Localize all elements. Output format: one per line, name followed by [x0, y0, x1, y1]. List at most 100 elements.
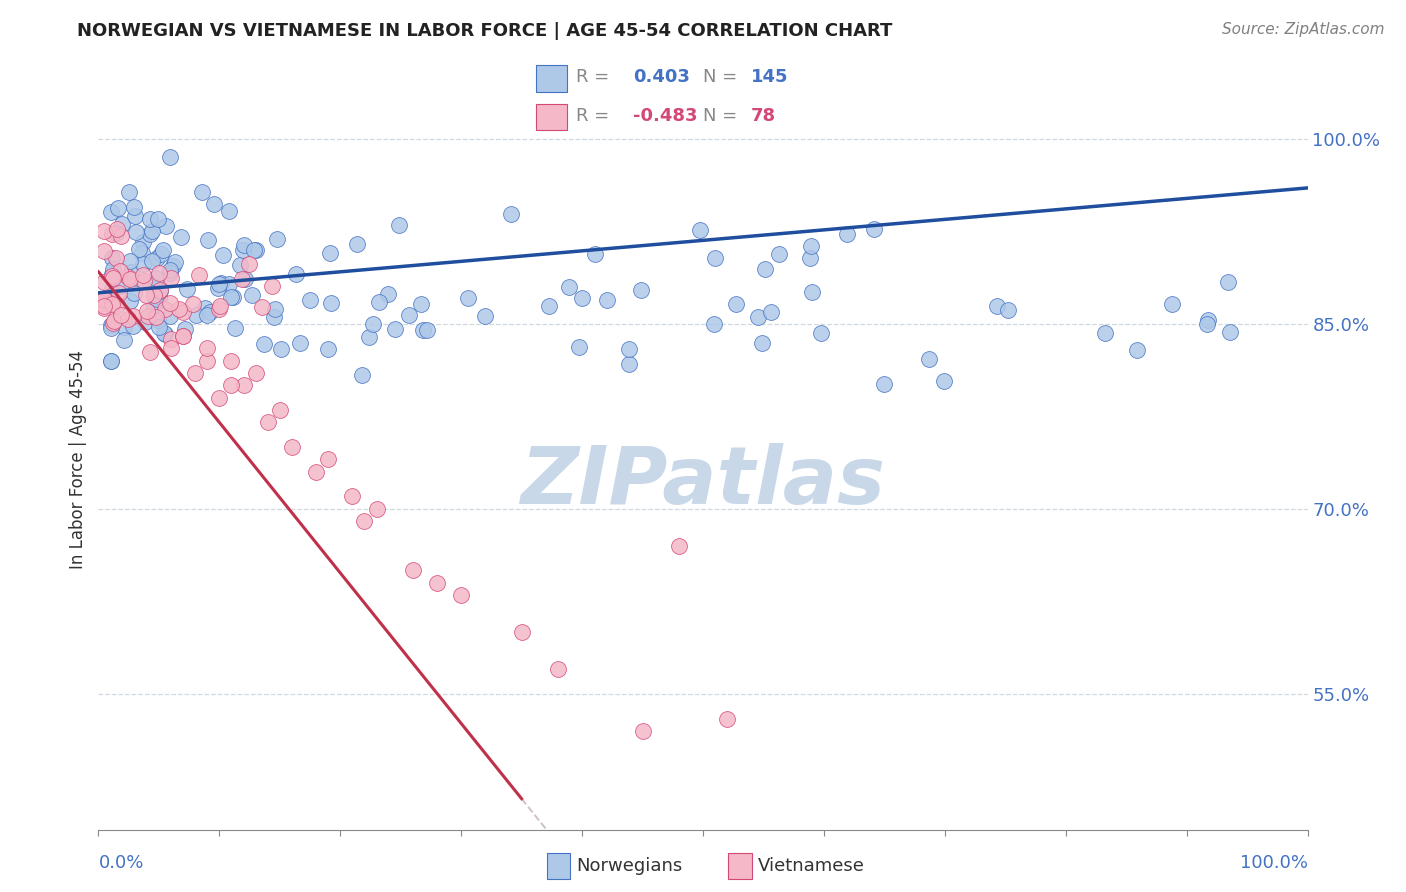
Point	[148, 266, 170, 280]
Point	[159, 263, 181, 277]
Point	[997, 303, 1019, 318]
Point	[253, 337, 276, 351]
Point	[1197, 313, 1219, 327]
Point	[155, 327, 177, 342]
Point	[198, 305, 221, 319]
Point	[231, 272, 253, 286]
Point	[716, 712, 738, 726]
Point	[346, 237, 368, 252]
Point	[747, 310, 769, 325]
Point	[118, 185, 141, 199]
Point	[132, 268, 155, 283]
Text: 78: 78	[751, 107, 776, 125]
Point	[353, 514, 375, 528]
Point	[270, 342, 292, 356]
Point	[101, 297, 124, 311]
Point	[129, 275, 152, 289]
Point	[172, 305, 194, 319]
Text: 0.403: 0.403	[633, 69, 690, 87]
Point	[384, 321, 406, 335]
Point	[100, 321, 122, 335]
Point	[197, 233, 219, 247]
Point	[368, 294, 391, 309]
Point	[932, 374, 955, 388]
Point	[207, 281, 229, 295]
Point	[139, 345, 162, 359]
Point	[181, 297, 204, 311]
Point	[100, 205, 122, 219]
Point	[412, 323, 434, 337]
Text: 145: 145	[751, 69, 789, 87]
Point	[256, 416, 278, 430]
Text: ZIPatlas: ZIPatlas	[520, 442, 886, 521]
Point	[703, 317, 725, 331]
Point	[316, 452, 339, 467]
Point	[799, 251, 821, 265]
Point	[146, 313, 169, 327]
Point	[1218, 276, 1240, 290]
Text: Vietnamese: Vietnamese	[758, 857, 865, 875]
Point	[617, 342, 640, 356]
Point	[703, 251, 725, 265]
Point	[262, 279, 284, 293]
Point	[810, 326, 832, 341]
Point	[631, 723, 654, 738]
Point	[118, 253, 141, 268]
Point	[366, 501, 388, 516]
Point	[221, 290, 243, 304]
Point	[411, 297, 433, 311]
Point	[218, 203, 240, 218]
Point	[142, 288, 165, 302]
Point	[141, 224, 163, 238]
Point	[104, 251, 127, 265]
Point	[474, 309, 496, 323]
Point	[93, 301, 115, 315]
Point	[872, 376, 894, 391]
Point	[101, 261, 124, 276]
Point	[139, 227, 162, 242]
Point	[159, 266, 181, 280]
Point	[122, 319, 145, 334]
Point	[689, 223, 711, 237]
Point	[316, 342, 339, 356]
Point	[208, 302, 231, 317]
Point	[155, 219, 177, 234]
Point	[105, 298, 128, 312]
Point	[363, 317, 385, 331]
Point	[125, 225, 148, 239]
Point	[110, 308, 132, 322]
Point	[1219, 325, 1241, 339]
Point	[457, 291, 479, 305]
Point	[305, 465, 328, 479]
Point	[100, 285, 122, 299]
Point	[1126, 343, 1149, 357]
Text: 0.0%: 0.0%	[98, 855, 143, 872]
Point	[835, 227, 858, 241]
Point	[105, 222, 128, 236]
Point	[211, 247, 233, 261]
Text: R =: R =	[575, 69, 614, 87]
Point	[759, 305, 782, 319]
Point	[145, 251, 167, 265]
Text: Norwegians: Norwegians	[576, 857, 683, 875]
Point	[266, 232, 288, 246]
Point	[238, 257, 260, 271]
Point	[93, 292, 115, 306]
Point	[93, 224, 115, 238]
Point	[245, 366, 267, 380]
Point	[195, 353, 218, 368]
Point	[145, 271, 167, 285]
Point	[187, 268, 209, 283]
Point	[377, 287, 399, 301]
Point	[184, 366, 207, 380]
Point	[221, 353, 243, 368]
Point	[986, 299, 1008, 313]
Point	[101, 267, 124, 281]
Point	[139, 211, 162, 226]
Point	[120, 264, 142, 278]
Point	[93, 275, 115, 289]
Point	[1195, 317, 1218, 331]
Point	[269, 403, 291, 417]
Bar	[536, 103, 567, 130]
Y-axis label: In Labor Force | Age 45-54: In Labor Force | Age 45-54	[69, 350, 87, 569]
